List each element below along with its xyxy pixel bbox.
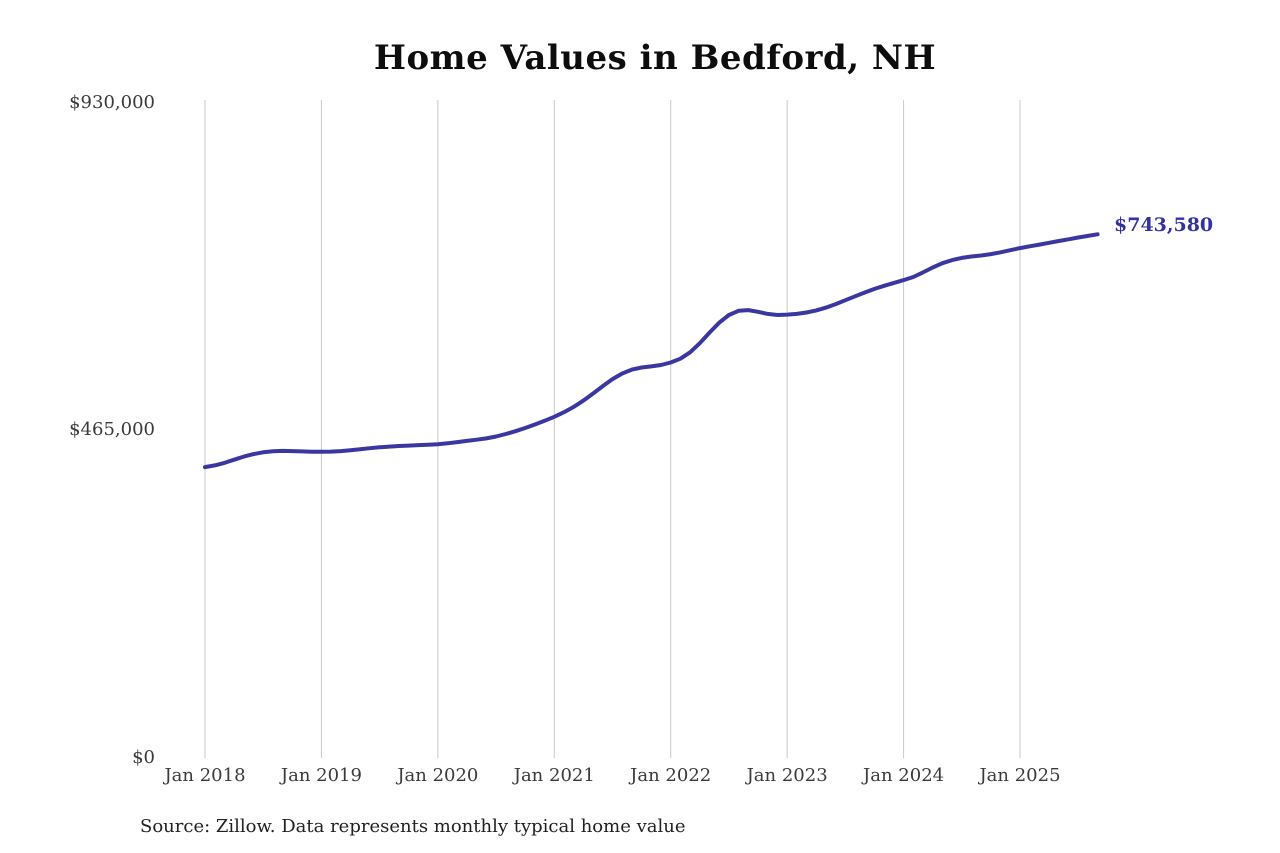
x-axis-tick-jan-2018: Jan 2018 <box>162 765 245 786</box>
x-axis-tick-jan-2022: Jan 2022 <box>628 765 711 786</box>
x-axis-tick-jan-2019: Jan 2019 <box>279 765 362 786</box>
x-axis-tick-jan-2020: Jan 2020 <box>395 765 478 786</box>
x-axis-tick-jan-2025: Jan 2025 <box>977 765 1060 786</box>
y-axis-tick-465000: $465,000 <box>69 419 155 440</box>
latest-value-label: $743,580 <box>1114 214 1214 236</box>
y-axis-tick-0: $0 <box>132 747 155 768</box>
x-axis-tick-jan-2024: Jan 2024 <box>861 765 944 786</box>
chart-title: Home Values in Bedford, NH <box>373 38 937 78</box>
y-axis-tick-930000: $930,000 <box>69 92 155 113</box>
source-attribution: Source: Zillow. Data represents monthly … <box>140 816 686 837</box>
x-axis-tick-jan-2023: Jan 2023 <box>745 765 828 786</box>
x-axis-tick-jan-2021: Jan 2021 <box>512 765 595 786</box>
home-value-series-line <box>203 232 1100 470</box>
